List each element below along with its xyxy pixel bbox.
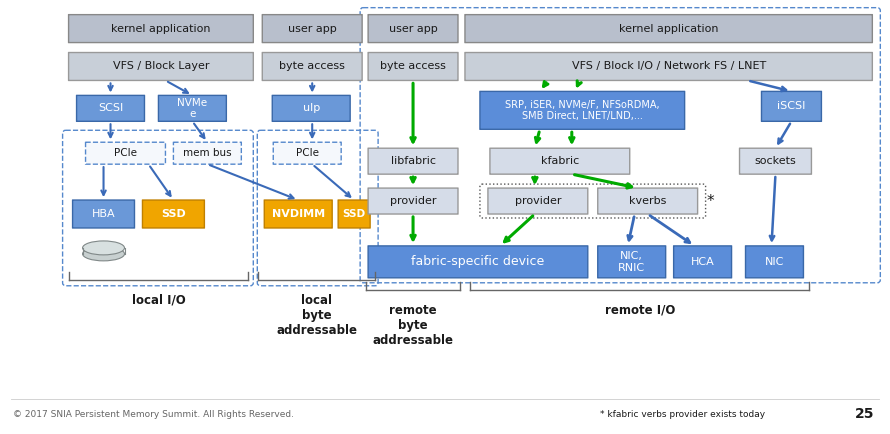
Ellipse shape: [83, 241, 125, 255]
Text: HCA: HCA: [691, 257, 715, 267]
Text: NIC,
RNIC: NIC, RNIC: [619, 251, 645, 273]
FancyBboxPatch shape: [746, 246, 804, 278]
Text: *: *: [707, 194, 714, 209]
Text: SSD: SSD: [161, 209, 186, 219]
Text: byte access: byte access: [279, 62, 345, 72]
Text: * kfabric verbs provider exists today: * kfabric verbs provider exists today: [600, 410, 765, 419]
Text: mem bus: mem bus: [183, 148, 231, 158]
FancyBboxPatch shape: [273, 142, 341, 164]
Text: user app: user app: [389, 23, 437, 33]
Text: provider: provider: [514, 196, 561, 206]
Text: NVDIMM: NVDIMM: [271, 209, 325, 219]
FancyBboxPatch shape: [73, 200, 134, 228]
Text: NIC: NIC: [765, 257, 784, 267]
FancyBboxPatch shape: [465, 53, 872, 80]
Text: kernel application: kernel application: [111, 23, 211, 33]
FancyBboxPatch shape: [740, 148, 812, 174]
FancyBboxPatch shape: [368, 148, 458, 174]
Text: NVMe
e: NVMe e: [177, 98, 207, 119]
Text: VFS / Block I/O / Network FS / LNET: VFS / Block I/O / Network FS / LNET: [571, 62, 765, 72]
FancyBboxPatch shape: [762, 92, 821, 122]
FancyBboxPatch shape: [142, 200, 205, 228]
FancyBboxPatch shape: [69, 53, 254, 80]
Text: HBA: HBA: [92, 209, 116, 219]
Text: SCSI: SCSI: [98, 103, 123, 113]
Text: © 2017 SNIA Persistent Memory Summit. All Rights Reserved.: © 2017 SNIA Persistent Memory Summit. Al…: [12, 410, 294, 419]
Text: ulp: ulp: [303, 103, 320, 113]
Text: user app: user app: [287, 23, 336, 33]
Text: provider: provider: [390, 196, 436, 206]
FancyBboxPatch shape: [264, 200, 332, 228]
FancyBboxPatch shape: [465, 15, 872, 43]
FancyBboxPatch shape: [674, 246, 732, 278]
Text: kfabric: kfabric: [541, 156, 579, 166]
Text: PCIe: PCIe: [295, 148, 319, 158]
Text: fabric-specific device: fabric-specific device: [411, 255, 545, 268]
Text: remote I/O: remote I/O: [604, 304, 675, 317]
Text: kverbs: kverbs: [629, 196, 667, 206]
Text: VFS / Block Layer: VFS / Block Layer: [113, 62, 209, 72]
Text: kernel application: kernel application: [619, 23, 718, 33]
FancyBboxPatch shape: [480, 92, 684, 129]
Text: 25: 25: [854, 408, 874, 421]
FancyBboxPatch shape: [488, 188, 587, 214]
FancyBboxPatch shape: [263, 53, 362, 80]
Text: sockets: sockets: [755, 156, 797, 166]
FancyBboxPatch shape: [368, 15, 458, 43]
Text: libfabric: libfabric: [391, 156, 435, 166]
FancyBboxPatch shape: [158, 95, 226, 122]
FancyBboxPatch shape: [272, 95, 350, 122]
FancyBboxPatch shape: [598, 188, 698, 214]
FancyBboxPatch shape: [338, 200, 370, 228]
Text: local I/O: local I/O: [132, 294, 185, 307]
FancyBboxPatch shape: [174, 142, 241, 164]
FancyBboxPatch shape: [263, 15, 362, 43]
FancyBboxPatch shape: [69, 15, 254, 43]
FancyBboxPatch shape: [368, 188, 458, 214]
Text: remote
byte
addressable: remote byte addressable: [373, 304, 454, 347]
FancyBboxPatch shape: [77, 95, 144, 122]
Ellipse shape: [83, 247, 125, 261]
Text: PCIe: PCIe: [114, 148, 137, 158]
FancyBboxPatch shape: [490, 148, 630, 174]
FancyBboxPatch shape: [368, 53, 458, 80]
Text: iSCSI: iSCSI: [777, 102, 805, 112]
FancyBboxPatch shape: [598, 246, 666, 278]
Text: SSD: SSD: [343, 209, 366, 219]
Text: SRP, iSER, NVMe/F, NFSoRDMA,
SMB Direct, LNET/LND,...: SRP, iSER, NVMe/F, NFSoRDMA, SMB Direct,…: [505, 99, 659, 121]
FancyBboxPatch shape: [368, 246, 587, 278]
Text: byte access: byte access: [380, 62, 446, 72]
Text: local
byte
addressable: local byte addressable: [276, 294, 357, 337]
FancyBboxPatch shape: [85, 142, 166, 164]
